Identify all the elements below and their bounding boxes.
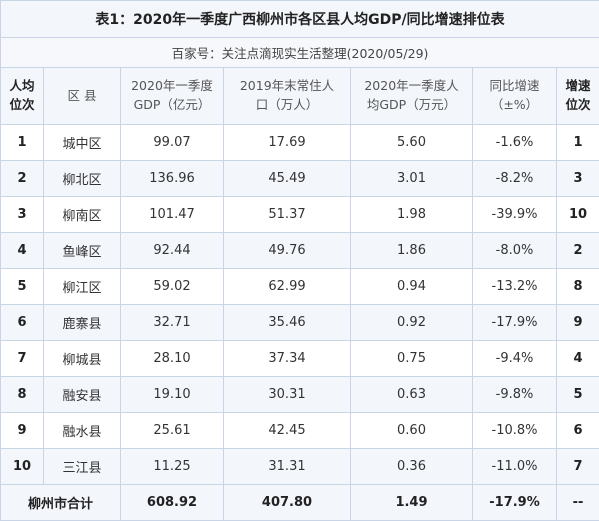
cell-per-capita: 0.63 (351, 377, 473, 413)
cell-rank: 3 (1, 197, 44, 233)
cell-county: 柳城县 (44, 341, 121, 377)
cell-growth: -17.9% (473, 305, 557, 341)
cell-population: 45.49 (224, 161, 351, 197)
cell-growth: -13.2% (473, 269, 557, 305)
total-growth: -17.9% (473, 485, 557, 521)
cell-county: 三江县 (44, 449, 121, 485)
header-growth-rank: 增速位次 (557, 68, 599, 125)
cell-growth: -10.8% (473, 413, 557, 449)
cell-growth-rank: 3 (557, 161, 599, 197)
cell-per-capita: 0.75 (351, 341, 473, 377)
cell-per-capita: 0.36 (351, 449, 473, 485)
cell-county: 城中区 (44, 125, 121, 161)
cell-growth-rank: 1 (557, 125, 599, 161)
total-growth-rank: -- (557, 485, 599, 521)
cell-gdp: 32.71 (121, 305, 224, 341)
cell-rank: 8 (1, 377, 44, 413)
cell-population: 49.76 (224, 233, 351, 269)
cell-rank: 6 (1, 305, 44, 341)
cell-growth: -9.8% (473, 377, 557, 413)
cell-per-capita: 5.60 (351, 125, 473, 161)
cell-county: 融安县 (44, 377, 121, 413)
cell-rank: 7 (1, 341, 44, 377)
table-source: 百家号：关注点滴现实生活整理(2020/05/29) (1, 38, 599, 68)
cell-gdp: 136.96 (121, 161, 224, 197)
cell-per-capita: 0.60 (351, 413, 473, 449)
cell-population: 30.31 (224, 377, 351, 413)
cell-growth-rank: 2 (557, 233, 599, 269)
cell-per-capita: 0.92 (351, 305, 473, 341)
cell-rank: 9 (1, 413, 44, 449)
cell-gdp: 101.47 (121, 197, 224, 233)
cell-gdp: 19.10 (121, 377, 224, 413)
cell-growth-rank: 4 (557, 341, 599, 377)
cell-growth: -9.4% (473, 341, 557, 377)
cell-growth-rank: 9 (557, 305, 599, 341)
cell-growth: -8.2% (473, 161, 557, 197)
header-per-capita: 2020年一季度人均GDP（万元） (351, 68, 473, 125)
header-growth: 同比增速（±%） (473, 68, 557, 125)
cell-population: 35.46 (224, 305, 351, 341)
cell-rank: 2 (1, 161, 44, 197)
cell-population: 37.34 (224, 341, 351, 377)
cell-rank: 10 (1, 449, 44, 485)
total-label: 柳州市合计 (1, 485, 121, 521)
cell-population: 62.99 (224, 269, 351, 305)
total-row: 柳州市合计 608.92 407.80 1.49 -17.9% -- (1, 485, 599, 521)
cell-growth: -11.0% (473, 449, 557, 485)
table-row: 7 柳城县 28.10 37.34 0.75 -9.4% 4 (1, 341, 599, 377)
cell-growth-rank: 6 (557, 413, 599, 449)
cell-county: 鱼峰区 (44, 233, 121, 269)
cell-growth: -39.9% (473, 197, 557, 233)
cell-growth-rank: 7 (557, 449, 599, 485)
header-rank: 人均位次 (1, 68, 44, 125)
cell-population: 51.37 (224, 197, 351, 233)
cell-per-capita: 0.94 (351, 269, 473, 305)
cell-gdp: 25.61 (121, 413, 224, 449)
table-row: 5 柳江区 59.02 62.99 0.94 -13.2% 8 (1, 269, 599, 305)
cell-gdp: 99.07 (121, 125, 224, 161)
cell-growth-rank: 8 (557, 269, 599, 305)
cell-county: 柳江区 (44, 269, 121, 305)
cell-per-capita: 3.01 (351, 161, 473, 197)
cell-county: 融水县 (44, 413, 121, 449)
cell-population: 31.31 (224, 449, 351, 485)
total-per-capita: 1.49 (351, 485, 473, 521)
cell-gdp: 92.44 (121, 233, 224, 269)
cell-population: 17.69 (224, 125, 351, 161)
cell-county: 柳北区 (44, 161, 121, 197)
cell-growth-rank: 10 (557, 197, 599, 233)
table-title: 表1：2020年一季度广西柳州市各区县人均GDP/同比增速排位表 (1, 1, 599, 38)
cell-rank: 1 (1, 125, 44, 161)
cell-growth: -8.0% (473, 233, 557, 269)
cell-gdp: 11.25 (121, 449, 224, 485)
total-population: 407.80 (224, 485, 351, 521)
table-row: 9 融水县 25.61 42.45 0.60 -10.8% 6 (1, 413, 599, 449)
cell-county: 鹿寨县 (44, 305, 121, 341)
header-county: 区 县 (44, 68, 121, 125)
cell-county: 柳南区 (44, 197, 121, 233)
cell-per-capita: 1.86 (351, 233, 473, 269)
table-row: 8 融安县 19.10 30.31 0.63 -9.8% 5 (1, 377, 599, 413)
table-row: 6 鹿寨县 32.71 35.46 0.92 -17.9% 9 (1, 305, 599, 341)
cell-growth-rank: 5 (557, 377, 599, 413)
cell-gdp: 28.10 (121, 341, 224, 377)
cell-rank: 5 (1, 269, 44, 305)
cell-gdp: 59.02 (121, 269, 224, 305)
table-row: 3 柳南区 101.47 51.37 1.98 -39.9% 10 (1, 197, 599, 233)
table-row: 10 三江县 11.25 31.31 0.36 -11.0% 7 (1, 449, 599, 485)
total-gdp: 608.92 (121, 485, 224, 521)
cell-per-capita: 1.98 (351, 197, 473, 233)
cell-rank: 4 (1, 233, 44, 269)
table-row: 4 鱼峰区 92.44 49.76 1.86 -8.0% 2 (1, 233, 599, 269)
table-row: 2 柳北区 136.96 45.49 3.01 -8.2% 3 (1, 161, 599, 197)
table-row: 1 城中区 99.07 17.69 5.60 -1.6% 1 (1, 125, 599, 161)
cell-growth: -1.6% (473, 125, 557, 161)
header-population: 2019年末常住人口（万人） (224, 68, 351, 125)
cell-population: 42.45 (224, 413, 351, 449)
